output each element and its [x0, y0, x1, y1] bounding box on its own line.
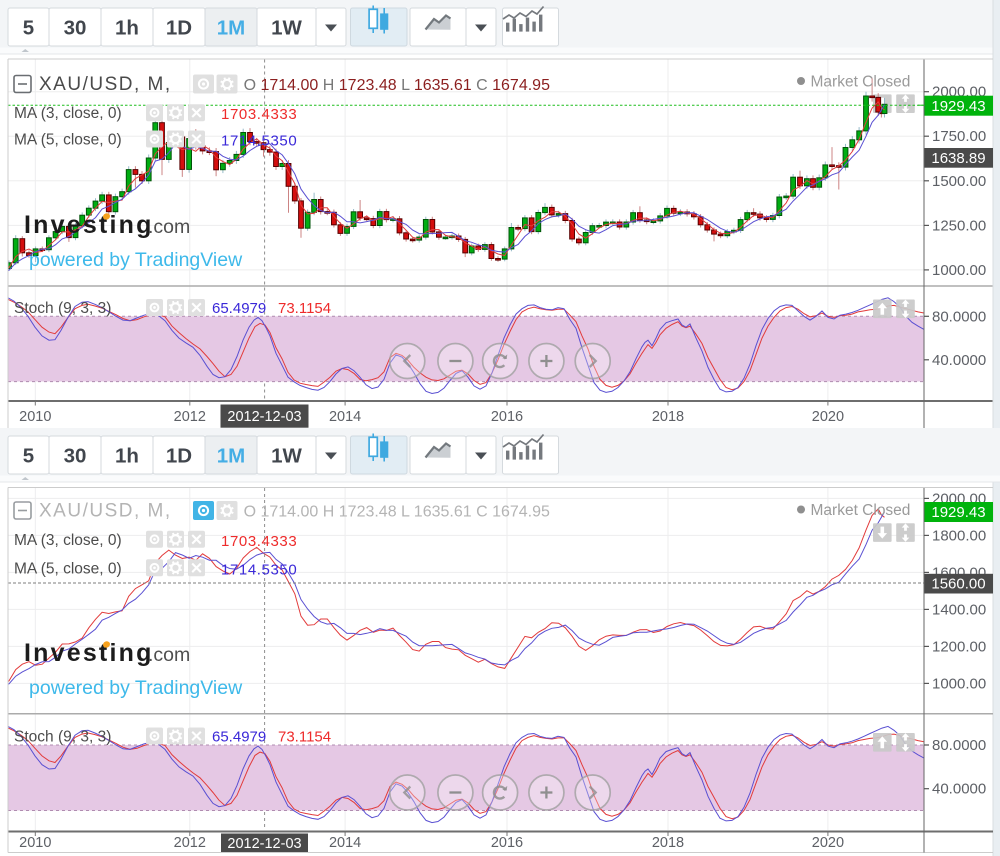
svg-text:80.0000: 80.0000 [932, 737, 986, 754]
svg-text:1929.43: 1929.43 [931, 504, 985, 521]
svg-text:30: 30 [64, 445, 87, 468]
svg-text:1D: 1D [166, 445, 192, 468]
svg-text:30: 30 [64, 17, 87, 40]
svg-text:73.1154: 73.1154 [278, 300, 331, 317]
svg-text:65.4979: 65.4979 [212, 300, 266, 317]
svg-text:2012: 2012 [174, 835, 206, 851]
svg-text:1714.5350: 1714.5350 [221, 133, 297, 150]
svg-text:1638.89: 1638.89 [931, 150, 985, 167]
svg-text:XAU/USD, M,: XAU/USD, M, [39, 501, 172, 522]
svg-text:Market Closed: Market Closed [811, 74, 911, 91]
svg-text:Investing: Investing [24, 211, 154, 239]
svg-text:2016: 2016 [491, 835, 523, 851]
svg-text:1800.00: 1800.00 [932, 527, 986, 544]
svg-text:40.0000: 40.0000 [932, 781, 986, 798]
svg-text:80.0000: 80.0000 [932, 308, 986, 325]
svg-text:2012-12-03: 2012-12-03 [227, 836, 301, 852]
svg-text:MA (5, close, 0): MA (5, close, 0) [14, 560, 122, 577]
svg-text:73.1154: 73.1154 [278, 729, 331, 746]
svg-text:MA (3, close, 0): MA (3, close, 0) [14, 105, 122, 122]
svg-text:1000.00: 1000.00 [932, 262, 986, 279]
svg-text:2020: 2020 [812, 409, 844, 425]
svg-text:40.0000: 40.0000 [932, 352, 986, 369]
svg-text:.com: .com [148, 216, 190, 238]
svg-text:MA (5, close, 0): MA (5, close, 0) [14, 132, 122, 149]
svg-text:2014: 2014 [329, 409, 361, 425]
svg-text:1h: 1h [115, 445, 139, 468]
svg-text:O 1714.00 H 1723.48 L 1635.6: O 1714.00 H 1723.48 L 1635.61 C 1674.95 [244, 504, 550, 521]
svg-text:1750.00: 1750.00 [932, 128, 986, 145]
svg-text:2010: 2010 [19, 835, 51, 851]
svg-text:Investing: Investing [24, 639, 154, 667]
svg-text:2012: 2012 [174, 409, 206, 425]
svg-text:2018: 2018 [652, 835, 684, 851]
svg-text:1W: 1W [271, 17, 302, 40]
svg-text:1250.00: 1250.00 [932, 217, 986, 234]
svg-text:1M: 1M [217, 445, 245, 468]
svg-text:2010: 2010 [19, 409, 51, 425]
svg-text:1W: 1W [271, 445, 302, 468]
svg-text:1929.43: 1929.43 [931, 98, 985, 115]
svg-text:O 1714.00 H 1723.48 L 1635.6: O 1714.00 H 1723.48 L 1635.61 C 1674.95 [244, 77, 550, 94]
svg-text:1703.4333: 1703.4333 [221, 106, 297, 123]
svg-text:1h: 1h [115, 17, 139, 40]
svg-text:1500.00: 1500.00 [932, 173, 986, 190]
svg-text:2014: 2014 [329, 835, 361, 851]
svg-text:powered by TradingView: powered by TradingView [29, 677, 243, 699]
svg-text:1714.5350: 1714.5350 [221, 561, 297, 578]
svg-text:Market Closed: Market Closed [811, 502, 911, 519]
svg-text:MA (3, close, 0): MA (3, close, 0) [14, 532, 122, 549]
svg-text:2020: 2020 [812, 835, 844, 851]
svg-text:5: 5 [23, 17, 34, 40]
svg-text:2018: 2018 [652, 409, 684, 425]
svg-text:1000.00: 1000.00 [932, 675, 986, 692]
svg-text:1703.4333: 1703.4333 [221, 533, 297, 550]
svg-text:1200.00: 1200.00 [932, 638, 986, 655]
svg-text:1D: 1D [166, 17, 192, 40]
svg-text:2016: 2016 [491, 409, 523, 425]
svg-text:1400.00: 1400.00 [932, 601, 986, 618]
svg-text:65.4979: 65.4979 [212, 729, 266, 746]
svg-text:1M: 1M [217, 17, 245, 40]
svg-text:XAU/USD, M,: XAU/USD, M, [39, 74, 172, 95]
svg-text:powered by TradingView: powered by TradingView [29, 249, 243, 271]
svg-text:.com: .com [148, 644, 190, 666]
svg-text:1560.00: 1560.00 [931, 576, 985, 593]
svg-text:Stoch (9, 3, 3): Stoch (9, 3, 3) [14, 300, 111, 317]
svg-text:2012-12-03: 2012-12-03 [227, 409, 301, 425]
svg-text:Stoch (9, 3, 3): Stoch (9, 3, 3) [14, 729, 111, 746]
svg-text:5: 5 [23, 445, 34, 468]
